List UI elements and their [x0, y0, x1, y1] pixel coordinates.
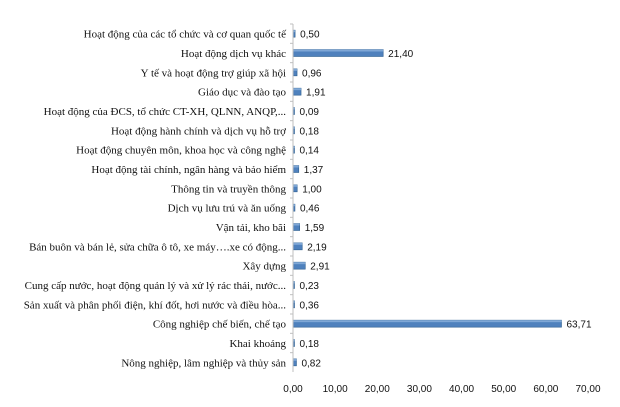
- data-label: 0,82: [301, 358, 321, 369]
- bar-highlight: [293, 88, 302, 91]
- category-label: Cung cấp nước, hoạt động quản lý và xử l…: [25, 280, 287, 292]
- bar-highlight: [293, 30, 296, 33]
- category-label: Khai khoáng: [229, 338, 286, 350]
- x-tick-label: 10,00: [323, 384, 348, 395]
- bars: 0,50 21,40 0,96 1,91 0,09 0,18 0,14 1,37 1,00 0,4…: [292, 30, 592, 369]
- x-tick-label: 50,00: [491, 384, 516, 395]
- category-label: Dịch vụ lưu trú và ăn uống: [168, 203, 287, 215]
- x-tick-label: 40,00: [449, 384, 474, 395]
- category-label: Vận tải, kho bãi: [216, 222, 286, 234]
- bar-highlight: [293, 242, 303, 245]
- bar-highlight: [293, 300, 295, 303]
- bar-highlight: [293, 262, 306, 265]
- category-label: Hoạt động của ĐCS, tổ chức CT-XH, QLNN, …: [44, 106, 287, 118]
- category-label: Bán buôn và bán lẻ, sửa chữa ô tô, xe má…: [29, 241, 286, 253]
- category-label: Y tế và hoạt động trợ giúp xã hội: [141, 67, 286, 79]
- bar-highlight: [293, 107, 295, 110]
- data-label: 0,18: [300, 339, 320, 350]
- category-label: Công nghiệp chế biến, chế tạo: [153, 319, 287, 331]
- x-tick-label: 70,00: [575, 384, 600, 395]
- bar-highlight: [293, 204, 295, 207]
- data-label: 2,91: [310, 262, 330, 273]
- x-tick-label: 20,00: [365, 384, 390, 395]
- category-label: Sản xuất và phân phối điện, khí đốt, hơi…: [24, 299, 287, 311]
- data-label: 0,50: [300, 30, 320, 41]
- data-label: 0,46: [300, 204, 320, 215]
- bar-highlight: [293, 68, 298, 71]
- x-tick-label: 30,00: [407, 384, 432, 395]
- data-label: 1,00: [302, 184, 322, 195]
- bar-highlight: [293, 320, 562, 323]
- data-label: 0,09: [300, 107, 320, 118]
- bar-highlight: [293, 281, 295, 284]
- bar-highlight: [293, 339, 295, 342]
- bar-highlight: [293, 165, 299, 168]
- data-label: 2,19: [307, 242, 327, 253]
- bar-highlight: [293, 49, 384, 52]
- bar-highlight: [293, 126, 295, 129]
- x-axis: 0,00 10,00 20,00 30,00 40,00 50,00 60,00 70,00: [283, 384, 601, 395]
- category-label: Xây dựng: [242, 261, 286, 273]
- category-label: Hoạt động của các tổ chức và cơ quan quố…: [84, 29, 287, 41]
- y-axis: Hoạt động của các tổ chức và cơ quan quố…: [24, 23, 294, 372]
- data-label: 21,40: [388, 49, 413, 60]
- data-label: 1,59: [305, 223, 325, 234]
- data-label: 0,36: [300, 300, 320, 311]
- category-label: Hoạt động tài chính, ngân hàng và bảo hi…: [91, 164, 286, 176]
- category-label: Hoạt động hành chính và dịch vụ hỗ trợ: [111, 125, 286, 137]
- category-label: Nông nghiệp, lâm nghiệp và thủy sản: [121, 357, 286, 369]
- data-label: 0,23: [300, 281, 320, 292]
- data-label: 0,18: [300, 126, 320, 137]
- bar-highlight: [293, 184, 298, 187]
- data-label: 0,14: [300, 146, 320, 157]
- data-label: 0,96: [302, 68, 322, 79]
- data-label: 1,37: [304, 165, 324, 176]
- bar-highlight: [293, 358, 297, 361]
- x-tick-label: 60,00: [533, 384, 558, 395]
- category-label: Hoạt động chuyên môn, khoa học và công n…: [76, 145, 286, 157]
- category-label: Thông tin và truyền thông: [171, 183, 286, 195]
- bar-highlight: [293, 146, 295, 149]
- bar-highlight: [293, 223, 300, 226]
- data-label: 63,71: [566, 320, 591, 331]
- category-label: Hoạt động dịch vụ khác: [181, 48, 286, 60]
- data-label: 1,91: [306, 88, 326, 99]
- category-label: Giáo dục và đào tạo: [198, 87, 286, 99]
- x-tick-label: 0,00: [283, 384, 303, 395]
